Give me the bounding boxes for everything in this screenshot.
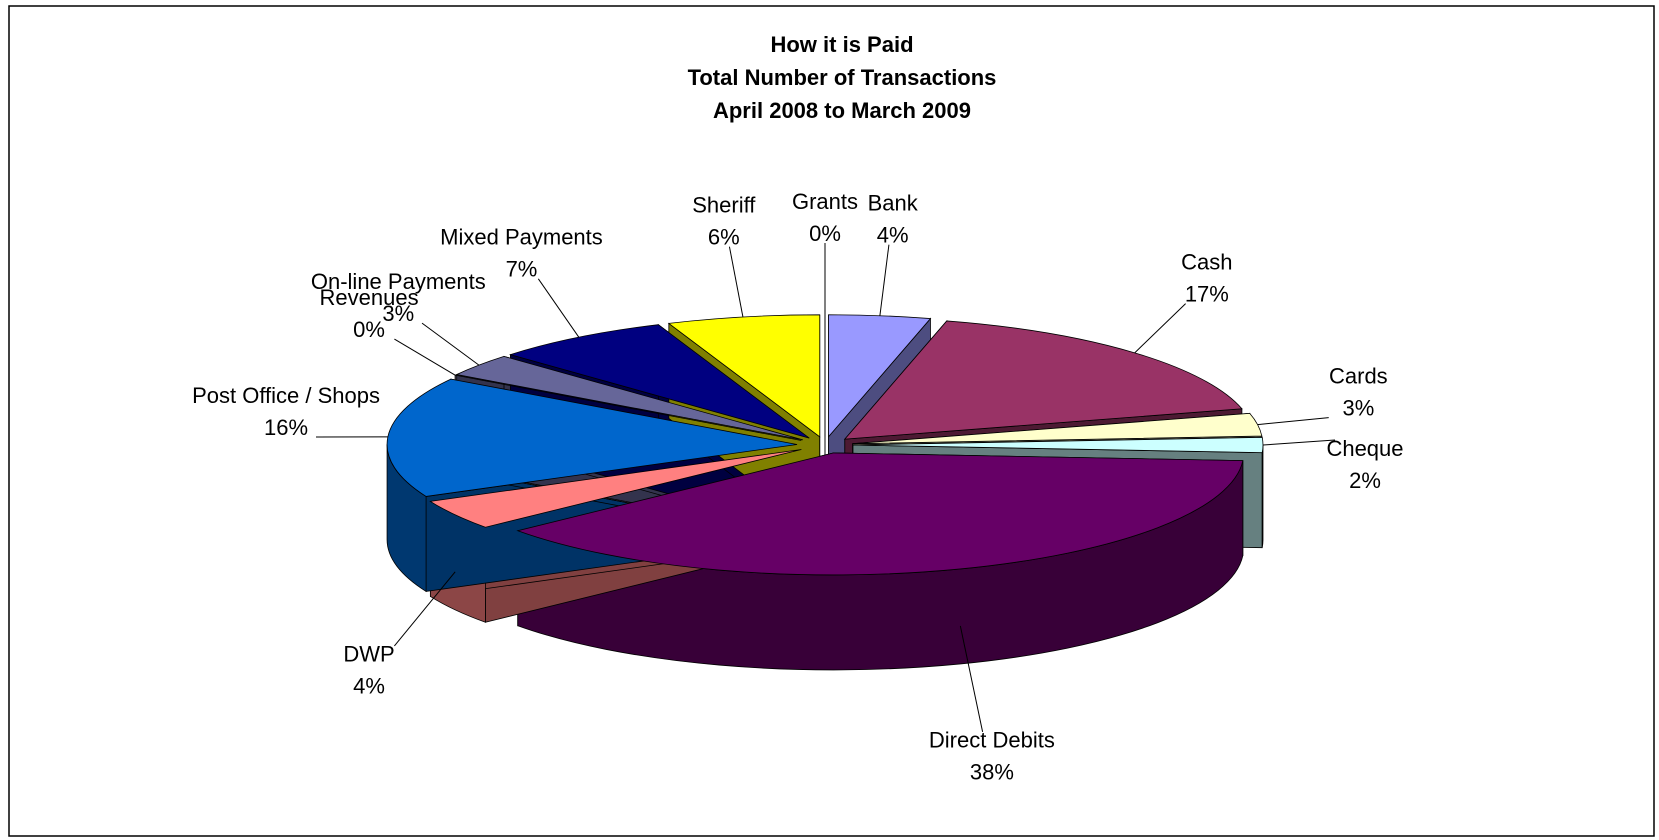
- leader-line: [1262, 439, 1336, 446]
- slice-label: Cash: [1181, 249, 1232, 274]
- leader-line: [728, 246, 744, 318]
- leader-line: [537, 278, 580, 338]
- slice-value-label: 17%: [1185, 281, 1229, 306]
- leader-line: [421, 322, 480, 366]
- slice-label: DWP: [343, 642, 394, 667]
- slice-label: Sheriff: [692, 192, 756, 217]
- chart-subtitle: Total Number of Transactions: [688, 65, 997, 90]
- slice: [508, 324, 810, 439]
- slice: [852, 412, 1263, 445]
- slice-label: Direct Debits: [929, 728, 1055, 753]
- slice-value-label: 38%: [970, 760, 1014, 785]
- slice-wall: [1261, 444, 1264, 548]
- slice: [455, 355, 803, 441]
- slice: [828, 314, 932, 438]
- slice-value-label: 6%: [708, 224, 740, 249]
- slice-value-label: 2%: [1349, 468, 1381, 493]
- slice-value-label: 0%: [353, 317, 385, 342]
- slice: [516, 452, 1244, 576]
- leader-line: [959, 625, 984, 732]
- slice-value-label: 0%: [809, 221, 841, 246]
- slice-label: Bank: [868, 190, 919, 215]
- slice-label: Grants: [792, 189, 858, 214]
- slice-label: On-line Payments: [311, 269, 486, 294]
- slice: [429, 449, 802, 528]
- slice-tops: [386, 314, 1264, 576]
- leader-line: [1134, 303, 1186, 354]
- slice-value-label: 7%: [506, 257, 538, 282]
- chart-subtitle: April 2008 to March 2009: [713, 98, 971, 123]
- slice-label: Mixed Payments: [440, 225, 603, 250]
- slice-value-label: 4%: [353, 674, 385, 699]
- slice-label: Post Office / Shops: [192, 383, 380, 408]
- leader-line: [394, 338, 456, 376]
- leader-line: [1257, 417, 1329, 426]
- chart-title: How it is Paid: [770, 32, 913, 57]
- slice-value-label: 16%: [264, 415, 308, 440]
- slice: [852, 436, 1264, 454]
- slice-value-label: 4%: [877, 222, 909, 247]
- slice-label: Revenues: [320, 285, 419, 310]
- leader-line: [879, 244, 890, 316]
- slice-label: Cheque: [1326, 436, 1403, 461]
- slice-label: Cards: [1329, 363, 1388, 388]
- slice-value-label: 3%: [1342, 395, 1374, 420]
- slice-value-label: 3%: [382, 301, 414, 326]
- slice: [386, 378, 798, 497]
- leader-line: [394, 571, 456, 647]
